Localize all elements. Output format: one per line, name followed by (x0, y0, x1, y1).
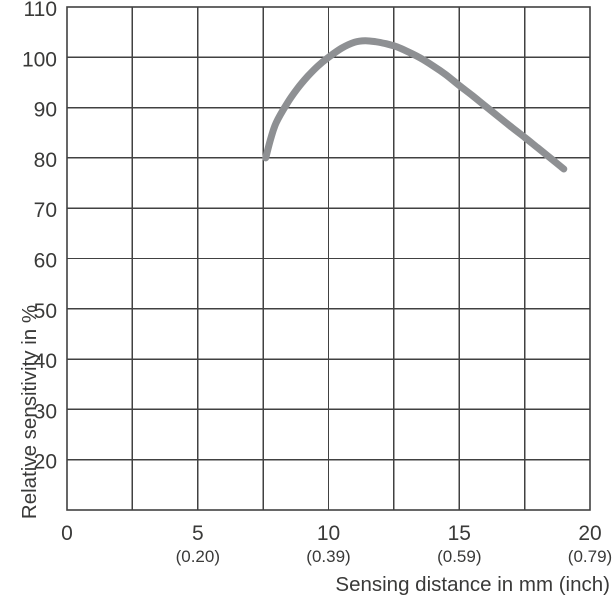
x-tick-label-mm: 20 (578, 522, 601, 545)
x-tick-label-inch: (0.59) (437, 547, 481, 566)
x-tick-label-mm: 0 (61, 522, 73, 545)
y-tick-label: 90 (34, 99, 57, 122)
x-tick-label-inch: (0.39) (306, 547, 350, 566)
x-tick-label-mm: 5 (192, 522, 204, 545)
x-tick-label-mm: 15 (448, 522, 471, 545)
grid (66, 6, 591, 511)
y-tick-label: 80 (34, 149, 57, 172)
y-axis-title: Relative sensitivity in % (18, 305, 41, 519)
relative-sensitivity-curve (262, 37, 568, 173)
y-tick-label: 20 (34, 451, 57, 474)
x-axis-title: Sensing distance in mm (inch) (335, 573, 610, 596)
x-tick-label-inch: (0.79) (568, 547, 612, 566)
y-tick-label: 40 (34, 350, 57, 373)
y-tick-label: 30 (34, 400, 57, 423)
y-tick-label: 110 (24, 0, 57, 21)
y-tick-label: 50 (34, 300, 57, 323)
plot-border (66, 6, 591, 511)
x-axis-tick-labels: 0 5 (0.20) 10 (0.39) 15 (0.59) 20 (0.79) (61, 522, 612, 566)
y-tick-label: 100 (22, 48, 57, 71)
x-tick-label-inch: (0.20) (176, 547, 220, 566)
x-tick-label-mm: 10 (317, 522, 340, 545)
y-tick-label: 60 (34, 250, 57, 273)
y-tick-label: 70 (34, 199, 57, 222)
y-axis-tick-labels: 110 100 90 80 70 60 50 40 30 20 (22, 0, 57, 474)
